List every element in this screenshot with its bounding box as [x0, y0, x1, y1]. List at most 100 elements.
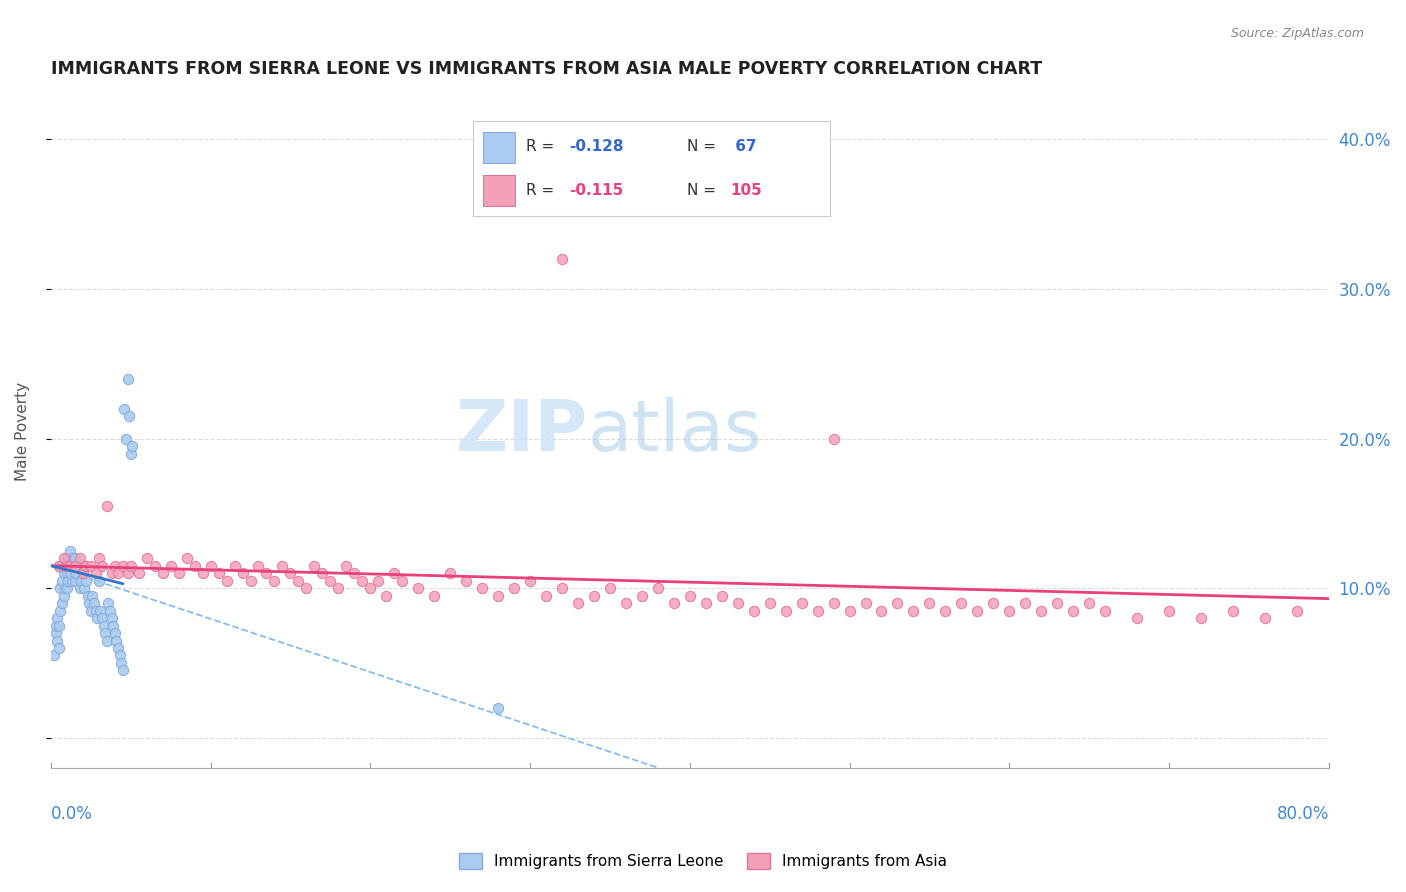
Point	[105, 633, 128, 648]
Point	[471, 581, 494, 595]
Point	[790, 596, 813, 610]
Point	[72, 566, 94, 581]
Point	[45, 618, 67, 632]
Point	[91, 611, 114, 625]
Point	[51, 574, 73, 588]
Point	[121, 439, 143, 453]
Point	[96, 633, 118, 648]
Point	[304, 558, 326, 573]
Point	[89, 604, 111, 618]
Point	[519, 574, 541, 588]
Point	[52, 551, 75, 566]
Text: 0.0%: 0.0%	[51, 805, 93, 822]
Point	[886, 596, 908, 610]
Point	[56, 551, 79, 566]
Point	[1222, 604, 1244, 618]
Point	[981, 596, 1004, 610]
Point	[855, 596, 877, 610]
Point	[59, 543, 82, 558]
Point	[80, 558, 103, 573]
Point	[1078, 596, 1101, 610]
Point	[87, 551, 110, 566]
Point	[1046, 596, 1069, 610]
Point	[375, 589, 398, 603]
Point	[72, 566, 94, 581]
Point	[69, 551, 91, 566]
Point	[56, 566, 79, 581]
Point	[382, 566, 405, 581]
Point	[110, 656, 132, 670]
Point	[439, 566, 461, 581]
Point	[486, 589, 509, 603]
Point	[56, 581, 79, 595]
Point	[870, 604, 893, 618]
Point	[143, 558, 166, 573]
Point	[679, 589, 702, 603]
Point	[183, 558, 205, 573]
Point	[1157, 604, 1180, 618]
Point	[311, 566, 333, 581]
Point	[75, 558, 97, 573]
Point	[120, 446, 142, 460]
Point	[111, 664, 134, 678]
Point	[60, 574, 83, 588]
Point	[59, 558, 82, 573]
Point	[758, 596, 780, 610]
Point	[76, 589, 98, 603]
Point	[48, 558, 70, 573]
Point	[115, 432, 138, 446]
Point	[551, 581, 574, 595]
Text: IMMIGRANTS FROM SIERRA LEONE VS IMMIGRANTS FROM ASIA MALE POVERTY CORRELATION CH: IMMIGRANTS FROM SIERRA LEONE VS IMMIGRAN…	[51, 60, 1042, 78]
Point	[582, 589, 605, 603]
Point	[1094, 604, 1116, 618]
Point	[503, 581, 526, 595]
Point	[94, 626, 117, 640]
Point	[73, 581, 96, 595]
Point	[104, 558, 127, 573]
Point	[807, 604, 830, 618]
Point	[328, 581, 350, 595]
Point	[295, 581, 318, 595]
Point	[359, 581, 381, 595]
Point	[80, 604, 103, 618]
Point	[59, 566, 82, 581]
Point	[52, 589, 75, 603]
Point	[176, 551, 198, 566]
Point	[614, 596, 637, 610]
Point	[87, 574, 110, 588]
Point	[280, 566, 302, 581]
Point	[108, 648, 131, 663]
Point	[97, 596, 120, 610]
Point	[742, 604, 765, 618]
Point	[823, 432, 845, 446]
Point	[695, 596, 717, 610]
Point	[1285, 604, 1308, 618]
Point	[662, 596, 685, 610]
Point	[107, 566, 129, 581]
Point	[63, 558, 86, 573]
Point	[84, 604, 107, 618]
Point	[45, 626, 67, 640]
Text: ZIP: ZIP	[456, 397, 588, 466]
Point	[647, 581, 669, 595]
Point	[52, 566, 75, 581]
Point	[159, 558, 181, 573]
Point	[48, 558, 70, 573]
Point	[107, 640, 129, 655]
Point	[966, 604, 988, 618]
Point	[352, 574, 374, 588]
Point	[75, 574, 97, 588]
Point	[69, 581, 91, 595]
Point	[98, 604, 121, 618]
Point	[51, 596, 73, 610]
Point	[231, 566, 253, 581]
Point	[93, 618, 115, 632]
Text: Source: ZipAtlas.com: Source: ZipAtlas.com	[1230, 27, 1364, 40]
Point	[58, 574, 80, 588]
Point	[58, 551, 80, 566]
Point	[486, 701, 509, 715]
Point	[56, 558, 79, 573]
Point	[271, 558, 294, 573]
Point	[1062, 604, 1084, 618]
Point	[72, 558, 94, 573]
